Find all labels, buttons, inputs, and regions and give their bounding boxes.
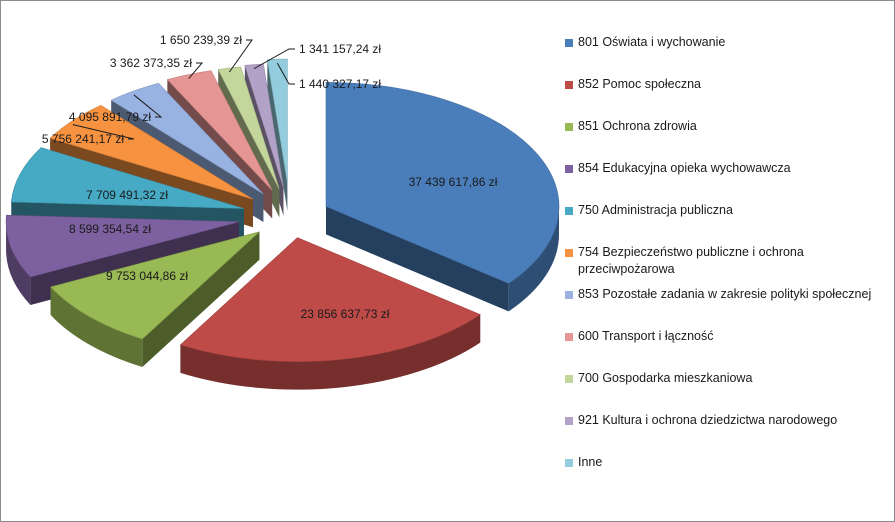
- legend-label: 750 Administracja publiczna: [578, 203, 733, 217]
- legend-item: 754 Bezpieczeństwo publiczne i ochrona p…: [565, 244, 883, 278]
- legend-item: Inne: [565, 454, 883, 471]
- leader-line-7: [188, 62, 204, 79]
- legend-swatch: [565, 375, 573, 383]
- data-label-7: 3 362 373,35 zł: [110, 56, 192, 70]
- slice-side-0: [326, 206, 560, 312]
- legend-swatch: [565, 333, 573, 341]
- slice-top-1: [179, 237, 481, 362]
- slice-side-10: [267, 59, 288, 212]
- leader-line-5: [72, 124, 135, 140]
- data-label-10: 1 440 327,17 zł: [299, 77, 381, 91]
- legend-swatch: [565, 249, 573, 257]
- legend-label: 852 Pomoc społeczna: [578, 77, 701, 91]
- legend-swatch: [565, 291, 573, 299]
- legend-item: 750 Administracja publiczna: [565, 202, 883, 219]
- data-label-2: 9 753 044,86 zł: [106, 269, 188, 283]
- legend-swatch: [565, 81, 573, 89]
- legend-label: 921 Kultura i ochrona dziedzictwa narodo…: [578, 413, 838, 427]
- slice-top-7: [166, 70, 273, 191]
- legend-item: 854 Edukacyjna opieka wychowawcza: [565, 160, 883, 177]
- data-label-3: 8 599 354,54 zł: [69, 222, 151, 236]
- legend-item: 600 Transport i łączność: [565, 328, 883, 345]
- slice-top-0: [325, 82, 560, 284]
- slice-top-8: [217, 66, 280, 190]
- legend-label: 851 Ochrona zdrowia: [578, 119, 697, 133]
- legend-label: 854 Edukacyjna opieka wychowawcza: [578, 161, 791, 175]
- leader-line-6: [133, 94, 163, 118]
- legend-label: 600 Transport i łączność: [578, 329, 714, 343]
- leader-line-8: [228, 39, 253, 73]
- legend-label: Inne: [578, 455, 603, 469]
- data-label-8: 1 650 239,39 zł: [160, 33, 242, 47]
- slice-top-4: [10, 147, 245, 209]
- legend-label: 700 Gospodarka mieszkaniowa: [578, 371, 753, 385]
- legend-label: 801 Oświata i wychowanie: [578, 35, 726, 49]
- legend-item: 853 Pozostałe zadania w zakresie polityk…: [565, 286, 883, 303]
- data-label-1: 23 856 637,73 zł: [301, 307, 390, 321]
- data-label-9: 1 341 157,24 zł: [299, 42, 381, 56]
- leader-line-10: [276, 62, 295, 85]
- legend-swatch: [565, 459, 573, 467]
- legend-swatch: [565, 207, 573, 215]
- slice-top-9: [244, 63, 284, 188]
- data-label-6: 4 095 891,79 zł: [69, 110, 151, 124]
- slice-top-5: [49, 104, 254, 200]
- data-label-0: 37 439 617,86 zł: [409, 175, 498, 189]
- legend-swatch: [565, 165, 573, 173]
- legend-item: 921 Kultura i ochrona dziedzictwa narodo…: [565, 412, 883, 429]
- slice-tops: [5, 58, 560, 362]
- legend-item: 801 Oświata i wychowanie: [565, 34, 883, 51]
- legend-swatch: [565, 39, 573, 47]
- legend-label: 853 Pozostałe zadania w zakresie polityk…: [578, 287, 872, 301]
- slice-top-10: [267, 58, 288, 184]
- data-label-4: 7 709 491,32 zł: [86, 188, 168, 202]
- legend-swatch: [565, 123, 573, 131]
- legend-item: 700 Gospodarka mieszkaniowa: [565, 370, 883, 387]
- leader-line-9: [253, 48, 295, 70]
- legend-item: 852 Pomoc społeczna: [565, 76, 883, 93]
- data-labels: 37 439 617,86 zł 23 856 637,73 zł 9 753 04…: [42, 33, 498, 321]
- legend-item: 851 Ochrona zdrowia: [565, 118, 883, 135]
- slice-top-3: [5, 214, 240, 278]
- legend-swatch: [565, 417, 573, 425]
- slice-top-2: [50, 231, 260, 340]
- slice-top-6: [110, 82, 264, 195]
- legend-label: 754 Bezpieczeństwo publiczne i ochrona p…: [578, 245, 804, 276]
- data-label-5: 5 756 241,17 zł: [42, 132, 124, 146]
